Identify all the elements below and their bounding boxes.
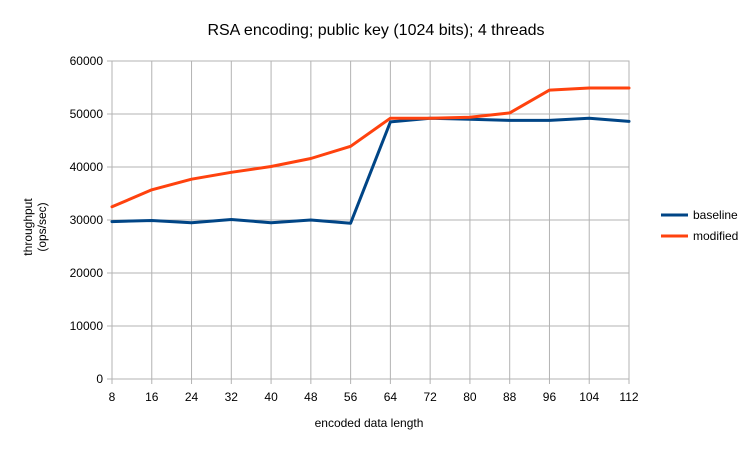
y-tick-label: 30000 [70,213,104,227]
x-tick-label: 8 [109,390,116,404]
x-tick-label: 16 [145,390,159,404]
y-tick-label: 10000 [70,319,104,333]
legend-label: baseline [693,208,738,222]
plot-area [111,60,630,380]
y-tick-label: 40000 [70,160,104,174]
y-tick-label: 60000 [70,54,104,68]
legend-label: modified [693,229,738,243]
y-axis-label-line-1: throughput [21,198,35,256]
x-axis-label: encoded data length [315,416,424,430]
axes [111,60,630,380]
x-tick-label: 96 [543,390,557,404]
x-tick-label: 40 [264,390,278,404]
series-line-modified [110,86,631,209]
x-tick-label: 80 [463,390,477,404]
tick-labels: 0 10000 20000 30000 40000 50000 60000 8 16 24 32 40… [70,54,639,404]
x-tick-label: 48 [304,390,318,404]
chart-title: RSA encoding; public key (1024 bits); 4 … [207,22,544,39]
y-tick-label: 20000 [70,266,104,280]
legend: baseline modified [661,208,738,243]
legend-item-baseline: baseline [661,208,738,222]
series-lines [110,86,631,225]
x-tick-label: 24 [185,390,199,404]
legend-item-modified: modified [661,229,738,243]
y-axis-label: throughput (ops/sec) [21,198,49,256]
x-tick-label: 88 [503,390,517,404]
x-tick-label: 72 [423,390,437,404]
y-axis-label-line-2: (ops/sec) [35,202,49,251]
x-tick-label: 56 [344,390,358,404]
x-tick-label: 104 [579,390,599,404]
x-tick-label: 64 [384,390,398,404]
x-tick-label: 112 [619,390,638,404]
y-tick-label: 0 [96,372,103,386]
x-tick-label: 32 [225,390,239,404]
y-tick-label: 50000 [70,107,104,121]
series-line-baseline [110,116,631,225]
